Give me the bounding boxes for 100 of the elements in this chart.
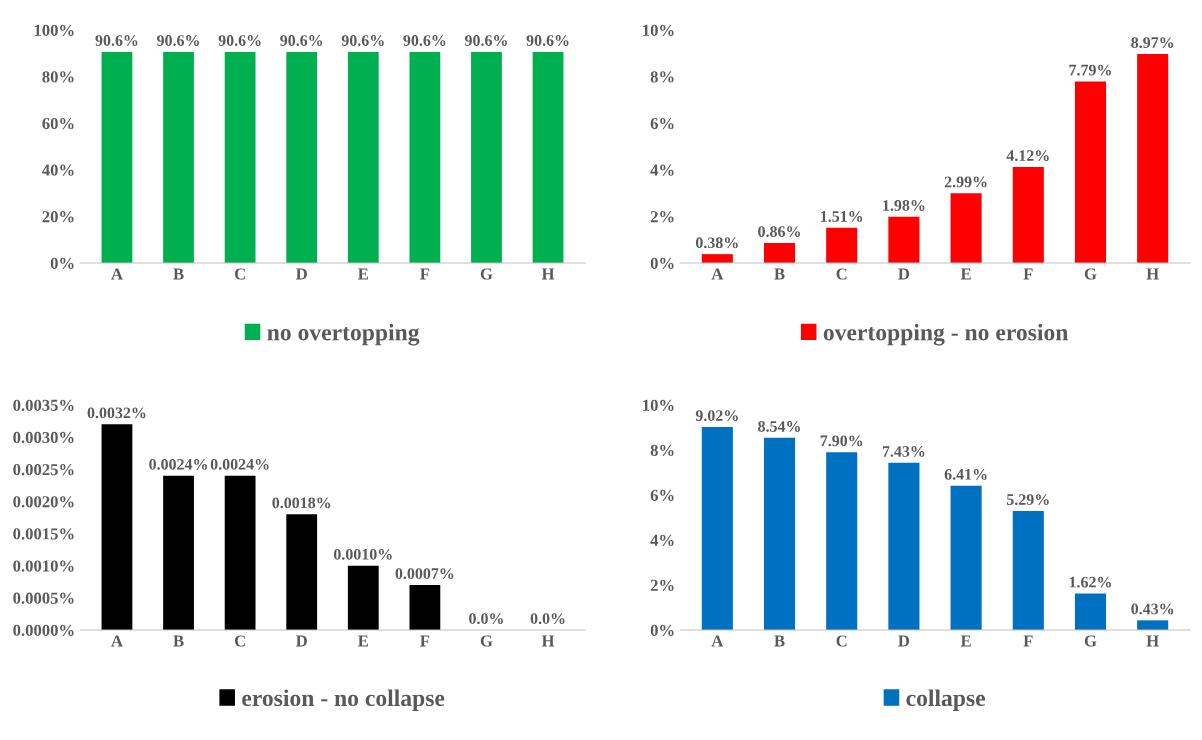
bar <box>763 242 796 263</box>
data-label: 7.79% <box>1069 64 1111 76</box>
x-tick-label: E <box>960 635 971 647</box>
data-label: 0.0% <box>530 613 565 625</box>
x-tick-label: A <box>711 268 724 280</box>
y-tick-label: 0.0000% <box>13 624 74 637</box>
data-label: 90.6% <box>403 35 446 46</box>
data-label: 90.6% <box>157 35 199 46</box>
y-tick-label: 0.0005% <box>13 592 74 604</box>
bar <box>101 424 133 630</box>
bar <box>950 193 982 263</box>
data-label: 1.62% <box>1069 576 1111 588</box>
data-label: 0.0018% <box>272 497 331 509</box>
bar <box>286 514 318 630</box>
y-tick-label: 8% <box>650 71 674 83</box>
x-tick-label: B <box>774 268 785 280</box>
bar <box>409 585 441 630</box>
data-label: 0.43% <box>1131 603 1174 615</box>
y-tick-label: 0% <box>650 624 674 636</box>
y-tick-label: 2% <box>650 211 674 223</box>
x-tick-label: H <box>541 635 555 647</box>
x-tick-label: A <box>111 268 123 280</box>
bar <box>950 485 982 630</box>
x-tick-label: F <box>420 268 430 280</box>
data-label: 0.0032% <box>87 407 146 419</box>
x-tick-label: D <box>898 268 910 280</box>
y-tick-label: 0.0035% <box>13 399 74 412</box>
bar <box>163 475 194 630</box>
bar <box>1074 81 1107 263</box>
x-tick-label: B <box>173 635 184 647</box>
legend-label: collapse <box>906 689 986 711</box>
x-tick-label: A <box>111 635 123 647</box>
data-label: 6.41% <box>944 468 987 480</box>
data-label: 1.98% <box>883 200 925 211</box>
data-label: 5.29% <box>1006 494 1049 506</box>
bar <box>826 452 858 630</box>
x-tick-label: F <box>1023 635 1033 647</box>
bar <box>888 462 920 630</box>
y-tick-label: 40% <box>42 164 74 176</box>
x-tick-label: B <box>774 635 785 647</box>
data-label: 90.6% <box>95 35 138 46</box>
bar <box>1012 510 1044 630</box>
y-tick-label: 20% <box>42 211 74 223</box>
bar <box>701 427 733 630</box>
x-tick-label: G <box>480 635 493 647</box>
bar <box>347 565 379 630</box>
x-tick-label: C <box>836 635 847 647</box>
x-tick-label: A <box>711 635 724 647</box>
y-tick-label: 0.0030% <box>13 431 74 444</box>
data-label: 2.99% <box>944 176 987 188</box>
y-tick-label: 0% <box>50 257 74 269</box>
x-tick-label: D <box>295 635 307 647</box>
y-tick-label: 2% <box>650 579 674 591</box>
bar <box>224 475 256 630</box>
x-tick-label: E <box>358 635 368 647</box>
data-label: 1.51% <box>821 211 863 222</box>
y-tick-label: 8% <box>650 444 674 456</box>
y-tick-label: 4% <box>650 164 674 176</box>
bar <box>1074 593 1107 630</box>
x-tick-label: D <box>898 635 910 647</box>
data-label: 90.6% <box>218 35 261 46</box>
data-label: 8.54% <box>758 421 800 432</box>
y-tick-label: 10% <box>643 399 674 411</box>
y-tick-label: 0.0020% <box>13 496 74 508</box>
x-tick-label: H <box>1146 635 1159 647</box>
data-label: 0.0024% <box>149 458 207 470</box>
y-tick-label: 6% <box>650 117 674 130</box>
bar <box>1137 620 1169 630</box>
data-label: 0.0024% <box>210 458 269 470</box>
x-tick-label: D <box>295 268 307 280</box>
data-label: 4.12% <box>1006 150 1049 162</box>
data-label: 0.38% <box>695 237 738 249</box>
data-label: 90.6% <box>341 35 384 46</box>
x-tick-label: E <box>960 268 971 280</box>
bar <box>1012 167 1044 263</box>
bar <box>701 254 733 263</box>
bar <box>1137 54 1169 263</box>
x-tick-label: C <box>234 268 245 280</box>
data-label: 0.86% <box>758 226 800 238</box>
data-label: 90.6% <box>280 35 323 46</box>
data-label: 8.97% <box>1131 37 1174 49</box>
data-label: 0.0% <box>469 613 503 625</box>
y-tick-label: 0% <box>650 257 674 269</box>
x-tick-label: G <box>1084 268 1097 280</box>
x-tick-label: F <box>420 635 430 647</box>
y-tick-label: 10% <box>643 24 674 36</box>
y-tick-label: 6% <box>650 489 674 501</box>
data-label: 7.43% <box>882 446 925 457</box>
y-tick-label: 0.0010% <box>13 560 74 572</box>
x-tick-label: G <box>480 268 493 280</box>
data-label: 7.90% <box>820 435 863 447</box>
x-tick-label: E <box>358 268 368 280</box>
x-tick-label: H <box>1146 268 1159 280</box>
data-label: 9.02% <box>695 410 738 422</box>
x-tick-label: F <box>1023 268 1033 280</box>
y-tick-label: 0.0025% <box>13 463 74 476</box>
bar <box>826 227 858 263</box>
data-label: 90.6% <box>526 35 569 46</box>
x-tick-label: H <box>541 268 555 280</box>
data-label: 0.0010% <box>333 548 392 560</box>
